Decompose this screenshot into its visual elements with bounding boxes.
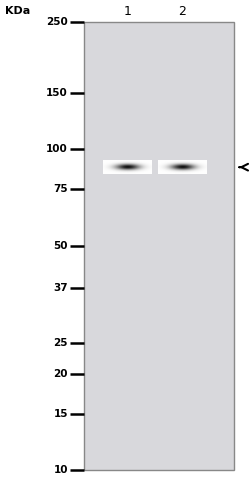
Text: 1: 1 [124, 5, 132, 18]
Text: 150: 150 [46, 88, 68, 98]
FancyBboxPatch shape [84, 22, 234, 470]
Text: 100: 100 [46, 144, 68, 155]
Text: 25: 25 [54, 337, 68, 348]
Text: KDa: KDa [5, 6, 30, 16]
Text: 15: 15 [54, 409, 68, 419]
Text: 2: 2 [178, 5, 186, 18]
Text: 20: 20 [54, 369, 68, 379]
Text: 250: 250 [46, 17, 68, 26]
Text: 75: 75 [54, 184, 68, 194]
Text: 37: 37 [54, 283, 68, 293]
Text: 50: 50 [54, 241, 68, 251]
Text: 10: 10 [54, 466, 68, 475]
